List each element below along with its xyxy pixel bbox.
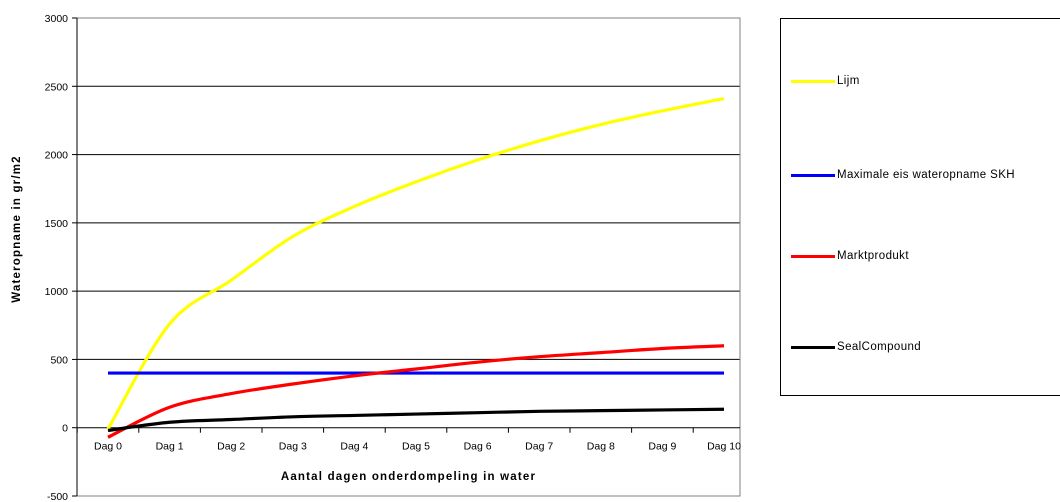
legend-swatch-marktprodukt [791, 254, 835, 258]
legend-swatch-maximale-eis [791, 173, 835, 177]
legend-label-lijm: Lijm [837, 75, 860, 87]
series-lines [106, 97, 725, 439]
xtick-label-3: Dag 3 [279, 441, 307, 453]
ytick-label-3000: 3000 [45, 13, 69, 25]
ytick-label-2500: 2500 [45, 81, 69, 93]
legend-swatch-sealcompound [791, 345, 835, 349]
series-line-lijm [106, 97, 725, 430]
legend-label-maximale-eis: Maximale eis wateropname SKH [837, 169, 1016, 181]
xtick-label-5: Dag 5 [402, 441, 430, 453]
xtick-label-2: Dag 2 [217, 441, 245, 453]
ytick-label--500: -500 [47, 491, 68, 502]
y-tick-labels: -500 0 500 1000 1500 2000 2500 3000 [45, 13, 69, 502]
axes [72, 17, 741, 497]
xtick-label-6: Dag 6 [464, 441, 492, 453]
legend-item-sealcompound: SealCompound [791, 337, 921, 357]
legend: Lijm Maximale eis wateropname SKH Marktp… [780, 18, 1060, 396]
legend-item-marktprodukt: Marktprodukt [791, 246, 909, 266]
x-axis-title: Aantal dagen onderdompeling in water [281, 471, 536, 483]
legend-swatch-lijm [791, 79, 835, 83]
ytick-label-0: 0 [62, 423, 68, 435]
series-line-sealcompound [107, 407, 725, 433]
ytick-label-1500: 1500 [45, 218, 69, 230]
ytick-label-500: 500 [50, 354, 68, 366]
xtick-label-8: Dag 8 [587, 441, 615, 453]
plot-area-border [76, 17, 741, 497]
legend-label-sealcompound: SealCompound [837, 341, 922, 353]
y-axis-title: Wateropname in gr/m2 [11, 155, 23, 303]
ytick-label-2000: 2000 [45, 150, 69, 162]
series-line-marktprodukt [107, 344, 725, 439]
xtick-label-7: Dag 7 [525, 441, 553, 453]
x-tick-labels: Dag 0 Dag 1 Dag 2 Dag 3 Dag 4 Dag 5 Dag 6 Dag 7… [94, 441, 741, 453]
xtick-label-4: Dag 4 [340, 441, 368, 453]
legend-item-maximale-eis: Maximale eis wateropname SKH [791, 165, 1015, 185]
ytick-label-1000: 1000 [45, 286, 69, 298]
legend-item-lijm: Lijm [791, 71, 860, 91]
xtick-label-1: Dag 1 [156, 441, 184, 453]
xtick-label-10: Dag 10 [707, 441, 741, 453]
legend-label-marktprodukt: Marktprodukt [837, 250, 909, 262]
xtick-label-0: Dag 0 [94, 441, 122, 453]
xtick-label-9: Dag 9 [648, 441, 676, 453]
grid-lines [77, 85, 740, 360]
